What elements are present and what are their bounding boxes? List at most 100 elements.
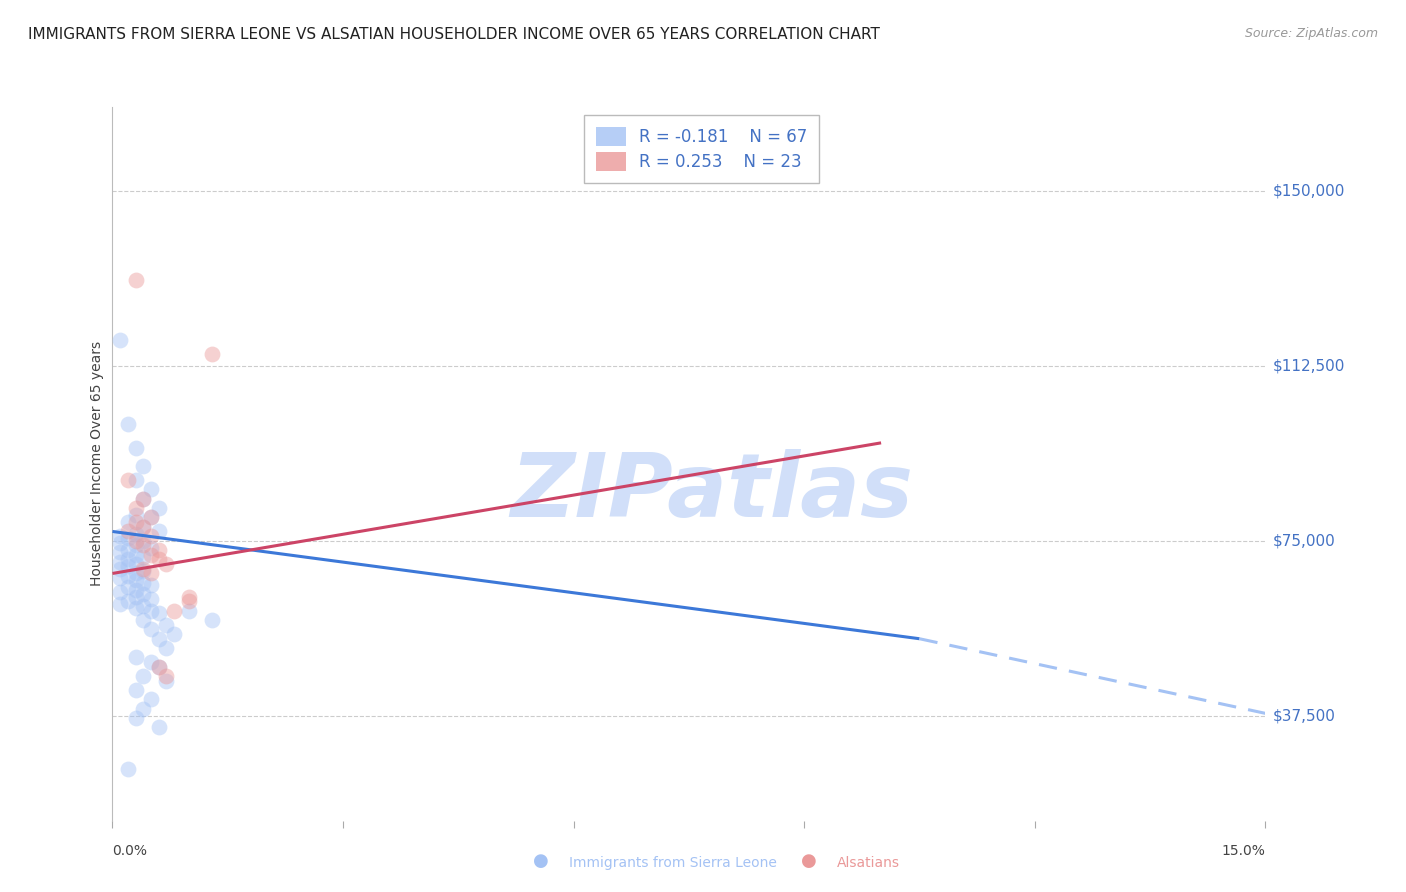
Point <box>139 566 162 581</box>
Point <box>132 599 155 613</box>
Point <box>117 762 139 776</box>
Point <box>117 594 139 608</box>
Point <box>155 617 177 632</box>
Point <box>139 692 162 706</box>
Text: ●: ● <box>800 852 817 870</box>
Point <box>139 604 162 618</box>
Point <box>117 552 139 566</box>
Point <box>124 711 146 725</box>
Point <box>124 683 146 698</box>
Text: $150,000: $150,000 <box>1272 184 1344 199</box>
Point <box>139 655 162 669</box>
Point <box>179 604 201 618</box>
Point <box>108 545 131 559</box>
Point <box>124 566 146 581</box>
Point <box>117 581 139 595</box>
Point <box>117 473 139 487</box>
Point <box>179 590 201 604</box>
Point <box>124 515 146 529</box>
Point <box>139 592 162 607</box>
Point <box>132 520 155 534</box>
Text: Source: ZipAtlas.com: Source: ZipAtlas.com <box>1244 27 1378 40</box>
Point <box>132 669 155 683</box>
Point <box>124 539 146 553</box>
Legend: R = -0.181    N = 67, R = 0.253    N = 23: R = -0.181 N = 67, R = 0.253 N = 23 <box>583 115 818 183</box>
Point <box>124 557 146 571</box>
Point <box>132 587 155 601</box>
Point <box>163 604 186 618</box>
Point <box>163 627 186 641</box>
Point <box>148 659 170 673</box>
Point <box>139 510 162 524</box>
Point <box>124 441 146 455</box>
Point <box>155 673 177 688</box>
Point <box>117 568 139 582</box>
Point <box>155 641 177 656</box>
Point <box>108 333 131 347</box>
Point <box>132 491 155 506</box>
Point <box>124 533 146 548</box>
Point <box>124 601 146 615</box>
Point <box>117 417 139 432</box>
Point <box>108 562 131 576</box>
Point <box>139 483 162 497</box>
Point <box>139 510 162 524</box>
Point <box>117 524 139 539</box>
Point <box>108 585 131 599</box>
Point <box>148 606 170 620</box>
Point <box>132 702 155 716</box>
Point <box>108 571 131 585</box>
Point <box>201 347 224 361</box>
Point <box>155 557 177 571</box>
Point <box>132 564 155 578</box>
Point <box>124 501 146 516</box>
Text: 15.0%: 15.0% <box>1222 844 1265 858</box>
Point <box>148 543 170 558</box>
Text: Immigrants from Sierra Leone: Immigrants from Sierra Leone <box>569 855 778 870</box>
Point <box>132 491 155 506</box>
Point <box>132 575 155 590</box>
Point <box>132 613 155 627</box>
Point <box>124 473 146 487</box>
Point <box>124 272 146 286</box>
Point <box>201 613 224 627</box>
Text: Alsatians: Alsatians <box>837 855 900 870</box>
Point <box>124 548 146 562</box>
Point <box>139 578 162 592</box>
Text: ●: ● <box>533 852 550 870</box>
Point <box>117 559 139 574</box>
Point <box>132 520 155 534</box>
Point <box>117 515 139 529</box>
Text: IMMIGRANTS FROM SIERRA LEONE VS ALSATIAN HOUSEHOLDER INCOME OVER 65 YEARS CORREL: IMMIGRANTS FROM SIERRA LEONE VS ALSATIAN… <box>28 27 880 42</box>
Point <box>132 539 155 553</box>
Point <box>148 632 170 646</box>
Point <box>117 532 139 546</box>
Text: 0.0%: 0.0% <box>112 844 148 858</box>
Point <box>117 543 139 558</box>
Point <box>148 524 170 539</box>
Point <box>148 659 170 673</box>
Y-axis label: Householder Income Over 65 years: Householder Income Over 65 years <box>90 342 104 586</box>
Text: $37,500: $37,500 <box>1272 708 1336 723</box>
Point <box>139 529 162 543</box>
Point <box>139 541 162 555</box>
Point <box>132 533 155 548</box>
Point <box>132 459 155 474</box>
Point <box>108 597 131 611</box>
Point <box>139 548 162 562</box>
Point <box>124 526 146 541</box>
Point <box>124 582 146 597</box>
Text: $112,500: $112,500 <box>1272 359 1344 374</box>
Point <box>132 562 155 576</box>
Text: $75,000: $75,000 <box>1272 533 1336 549</box>
Point <box>148 720 170 734</box>
Point <box>124 508 146 523</box>
Text: ZIPatlas: ZIPatlas <box>510 449 914 536</box>
Point <box>108 555 131 569</box>
Point <box>148 501 170 516</box>
Point <box>132 550 155 565</box>
Point <box>124 650 146 665</box>
Point <box>108 536 131 550</box>
Point <box>148 552 170 566</box>
Point <box>179 594 201 608</box>
